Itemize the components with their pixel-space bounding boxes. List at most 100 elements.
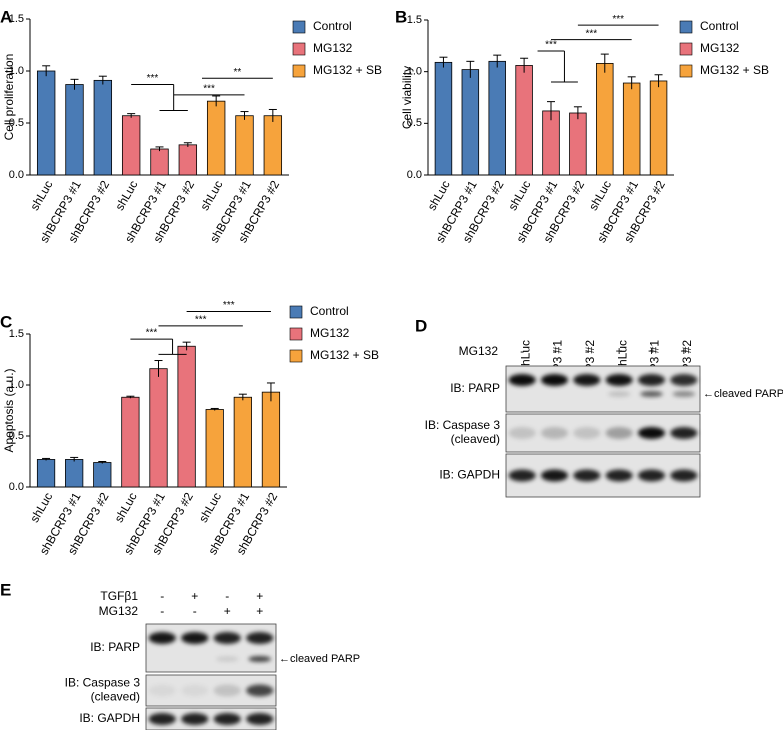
error-bar	[547, 101, 555, 121]
bar	[36, 70, 56, 176]
legend-swatch	[292, 42, 306, 56]
blot-strip	[505, 365, 701, 413]
blot-band	[181, 713, 209, 725]
bar	[263, 115, 283, 176]
bar	[461, 69, 480, 176]
x-tick-label: shLuc	[425, 178, 453, 213]
bar	[36, 459, 56, 488]
bar	[121, 115, 141, 176]
bar	[596, 63, 614, 176]
x-tick-label: shLuc	[112, 178, 140, 213]
y-tick-label: 0.0	[9, 169, 24, 181]
error-bar	[182, 341, 191, 351]
error-bar	[154, 360, 163, 377]
bar	[488, 60, 506, 176]
legend-label: Control	[313, 19, 352, 33]
bar	[93, 79, 113, 176]
blot-band	[637, 469, 666, 482]
treatment-mark: +	[616, 344, 623, 358]
panel-letter: D	[415, 316, 427, 335]
y-tick-label: 0.5	[9, 117, 24, 129]
treatment-mark: -	[193, 604, 197, 618]
error-bar	[70, 78, 79, 90]
treatment-mark: +	[224, 604, 231, 618]
y-tick-label: 1.0	[9, 65, 24, 77]
treatment-name: TGFβ1	[100, 589, 138, 603]
blot-strip	[505, 453, 701, 498]
blot-band	[248, 656, 272, 662]
blot-band	[540, 374, 569, 386]
error-bar	[600, 53, 609, 73]
blot-band	[246, 632, 274, 644]
error-bar	[520, 57, 529, 73]
bar	[233, 396, 252, 488]
y-tick-label: 0.0	[407, 169, 422, 181]
legend-swatch	[679, 20, 693, 34]
error-bar	[654, 74, 663, 88]
lane-label: shLuc	[518, 340, 532, 372]
error-bar	[42, 457, 51, 461]
legend-label: MG132 + SB	[700, 63, 769, 77]
bar	[434, 61, 453, 176]
bar	[65, 84, 84, 176]
treatment-mark: +	[680, 344, 687, 358]
legend-label: Control	[310, 304, 349, 318]
y-tick-label: 1.0	[9, 379, 24, 391]
legend-swatch	[289, 327, 303, 341]
bar	[622, 82, 641, 176]
blot-band	[246, 713, 274, 725]
y-tick-label: 1.0	[407, 66, 422, 78]
blot-band	[508, 427, 536, 439]
y-axis-label: Cell viability	[400, 66, 414, 129]
error-bar	[238, 393, 247, 401]
blot-band	[670, 427, 698, 439]
legend-swatch	[289, 349, 303, 363]
treatment-mark: +	[256, 589, 263, 603]
treatment-mark: -	[225, 589, 229, 603]
row-label: IB: Caspase 3	[425, 418, 501, 432]
panel-letter: C	[0, 312, 12, 331]
blot-band	[508, 469, 536, 482]
x-tick-label: shLuc	[586, 178, 614, 213]
legend-swatch	[679, 42, 693, 56]
blot-band	[213, 684, 241, 697]
blot-band	[213, 713, 241, 725]
blot-band	[213, 632, 241, 644]
row-label: IB: GAPDH	[439, 468, 500, 482]
bar	[121, 396, 140, 488]
significance: ***	[545, 40, 557, 51]
legend-label: MG132	[310, 326, 350, 340]
significance: ***	[195, 314, 207, 325]
error-bar	[573, 106, 582, 120]
x-tick-label: shLuc	[27, 178, 55, 213]
blot-band	[670, 469, 698, 482]
bar	[178, 144, 198, 176]
blot-strip	[145, 623, 277, 673]
blot-band	[540, 427, 569, 439]
significance: **	[234, 67, 242, 78]
bar	[149, 368, 168, 488]
error-bar	[126, 395, 135, 399]
error-bar	[627, 76, 636, 90]
lane-label: shLuc	[615, 340, 629, 372]
error-bar	[493, 54, 502, 68]
blot-band	[573, 427, 601, 439]
treatment-name: MG132	[99, 604, 139, 618]
error-bar	[70, 456, 79, 462]
row-label: IB: PARP	[90, 640, 140, 654]
bar	[65, 459, 84, 488]
legend-label: MG132 + SB	[313, 63, 382, 77]
x-tick-label: shLuc	[505, 178, 533, 213]
treatment-mark: -	[520, 344, 524, 358]
x-tick-label: shLuc	[197, 178, 225, 213]
treatment-mark: +	[191, 589, 198, 603]
panel-letter: A	[0, 7, 12, 26]
treatment-mark: -	[553, 344, 557, 358]
y-axis-label: Apoptosis (a.u.)	[2, 368, 16, 452]
blot-band	[148, 684, 176, 697]
row-label: IB: PARP	[450, 381, 500, 395]
blot-band	[181, 684, 209, 697]
treatment-mark: -	[585, 344, 589, 358]
bar	[93, 462, 112, 488]
x-tick-label: shLuc	[27, 490, 55, 525]
